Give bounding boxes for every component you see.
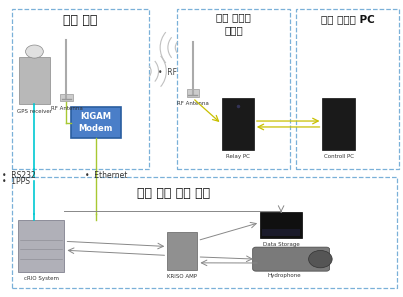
FancyBboxPatch shape (262, 229, 300, 236)
Text: 육상 릴레이
시스템: 육상 릴레이 시스템 (216, 12, 251, 35)
Bar (12, 177, 397, 288)
Text: 수상 부표: 수상 부표 (63, 14, 98, 27)
Text: RF Antenna: RF Antenna (50, 106, 83, 111)
Text: KIGAM
Modem: KIGAM Modem (79, 113, 113, 132)
Text: 원격 컨트롤 PC: 원격 컨트롤 PC (321, 14, 374, 24)
Circle shape (26, 45, 44, 58)
FancyBboxPatch shape (253, 247, 330, 271)
FancyBboxPatch shape (322, 98, 355, 150)
Text: Relay PC: Relay PC (226, 154, 250, 159)
Text: cRIO System: cRIO System (24, 276, 59, 281)
Text: Hydrophone: Hydrophone (267, 273, 301, 278)
Text: Controll PC: Controll PC (324, 154, 353, 159)
Text: •  RS232: • RS232 (2, 171, 36, 180)
FancyBboxPatch shape (167, 232, 197, 270)
Bar (177, 9, 290, 169)
Text: 수중 음파 계측 모듈: 수중 음파 계측 모듈 (137, 187, 210, 200)
Bar (12, 9, 149, 169)
Text: •  1PPS: • 1PPS (2, 177, 30, 186)
FancyBboxPatch shape (187, 89, 199, 97)
Circle shape (309, 250, 332, 268)
FancyBboxPatch shape (260, 212, 302, 238)
FancyBboxPatch shape (222, 98, 254, 150)
FancyBboxPatch shape (18, 220, 64, 272)
Bar (296, 9, 399, 169)
Text: GPS receiver: GPS receiver (17, 109, 52, 114)
Text: •  Ethernet: • Ethernet (85, 171, 127, 180)
Text: RF Antenna: RF Antenna (177, 102, 209, 106)
Text: KRISO AMP: KRISO AMP (167, 274, 197, 279)
FancyBboxPatch shape (19, 57, 50, 104)
FancyBboxPatch shape (71, 107, 121, 138)
Text: Data Storage: Data Storage (263, 242, 299, 247)
FancyBboxPatch shape (60, 94, 73, 101)
Text: •  RF: • RF (158, 68, 177, 77)
